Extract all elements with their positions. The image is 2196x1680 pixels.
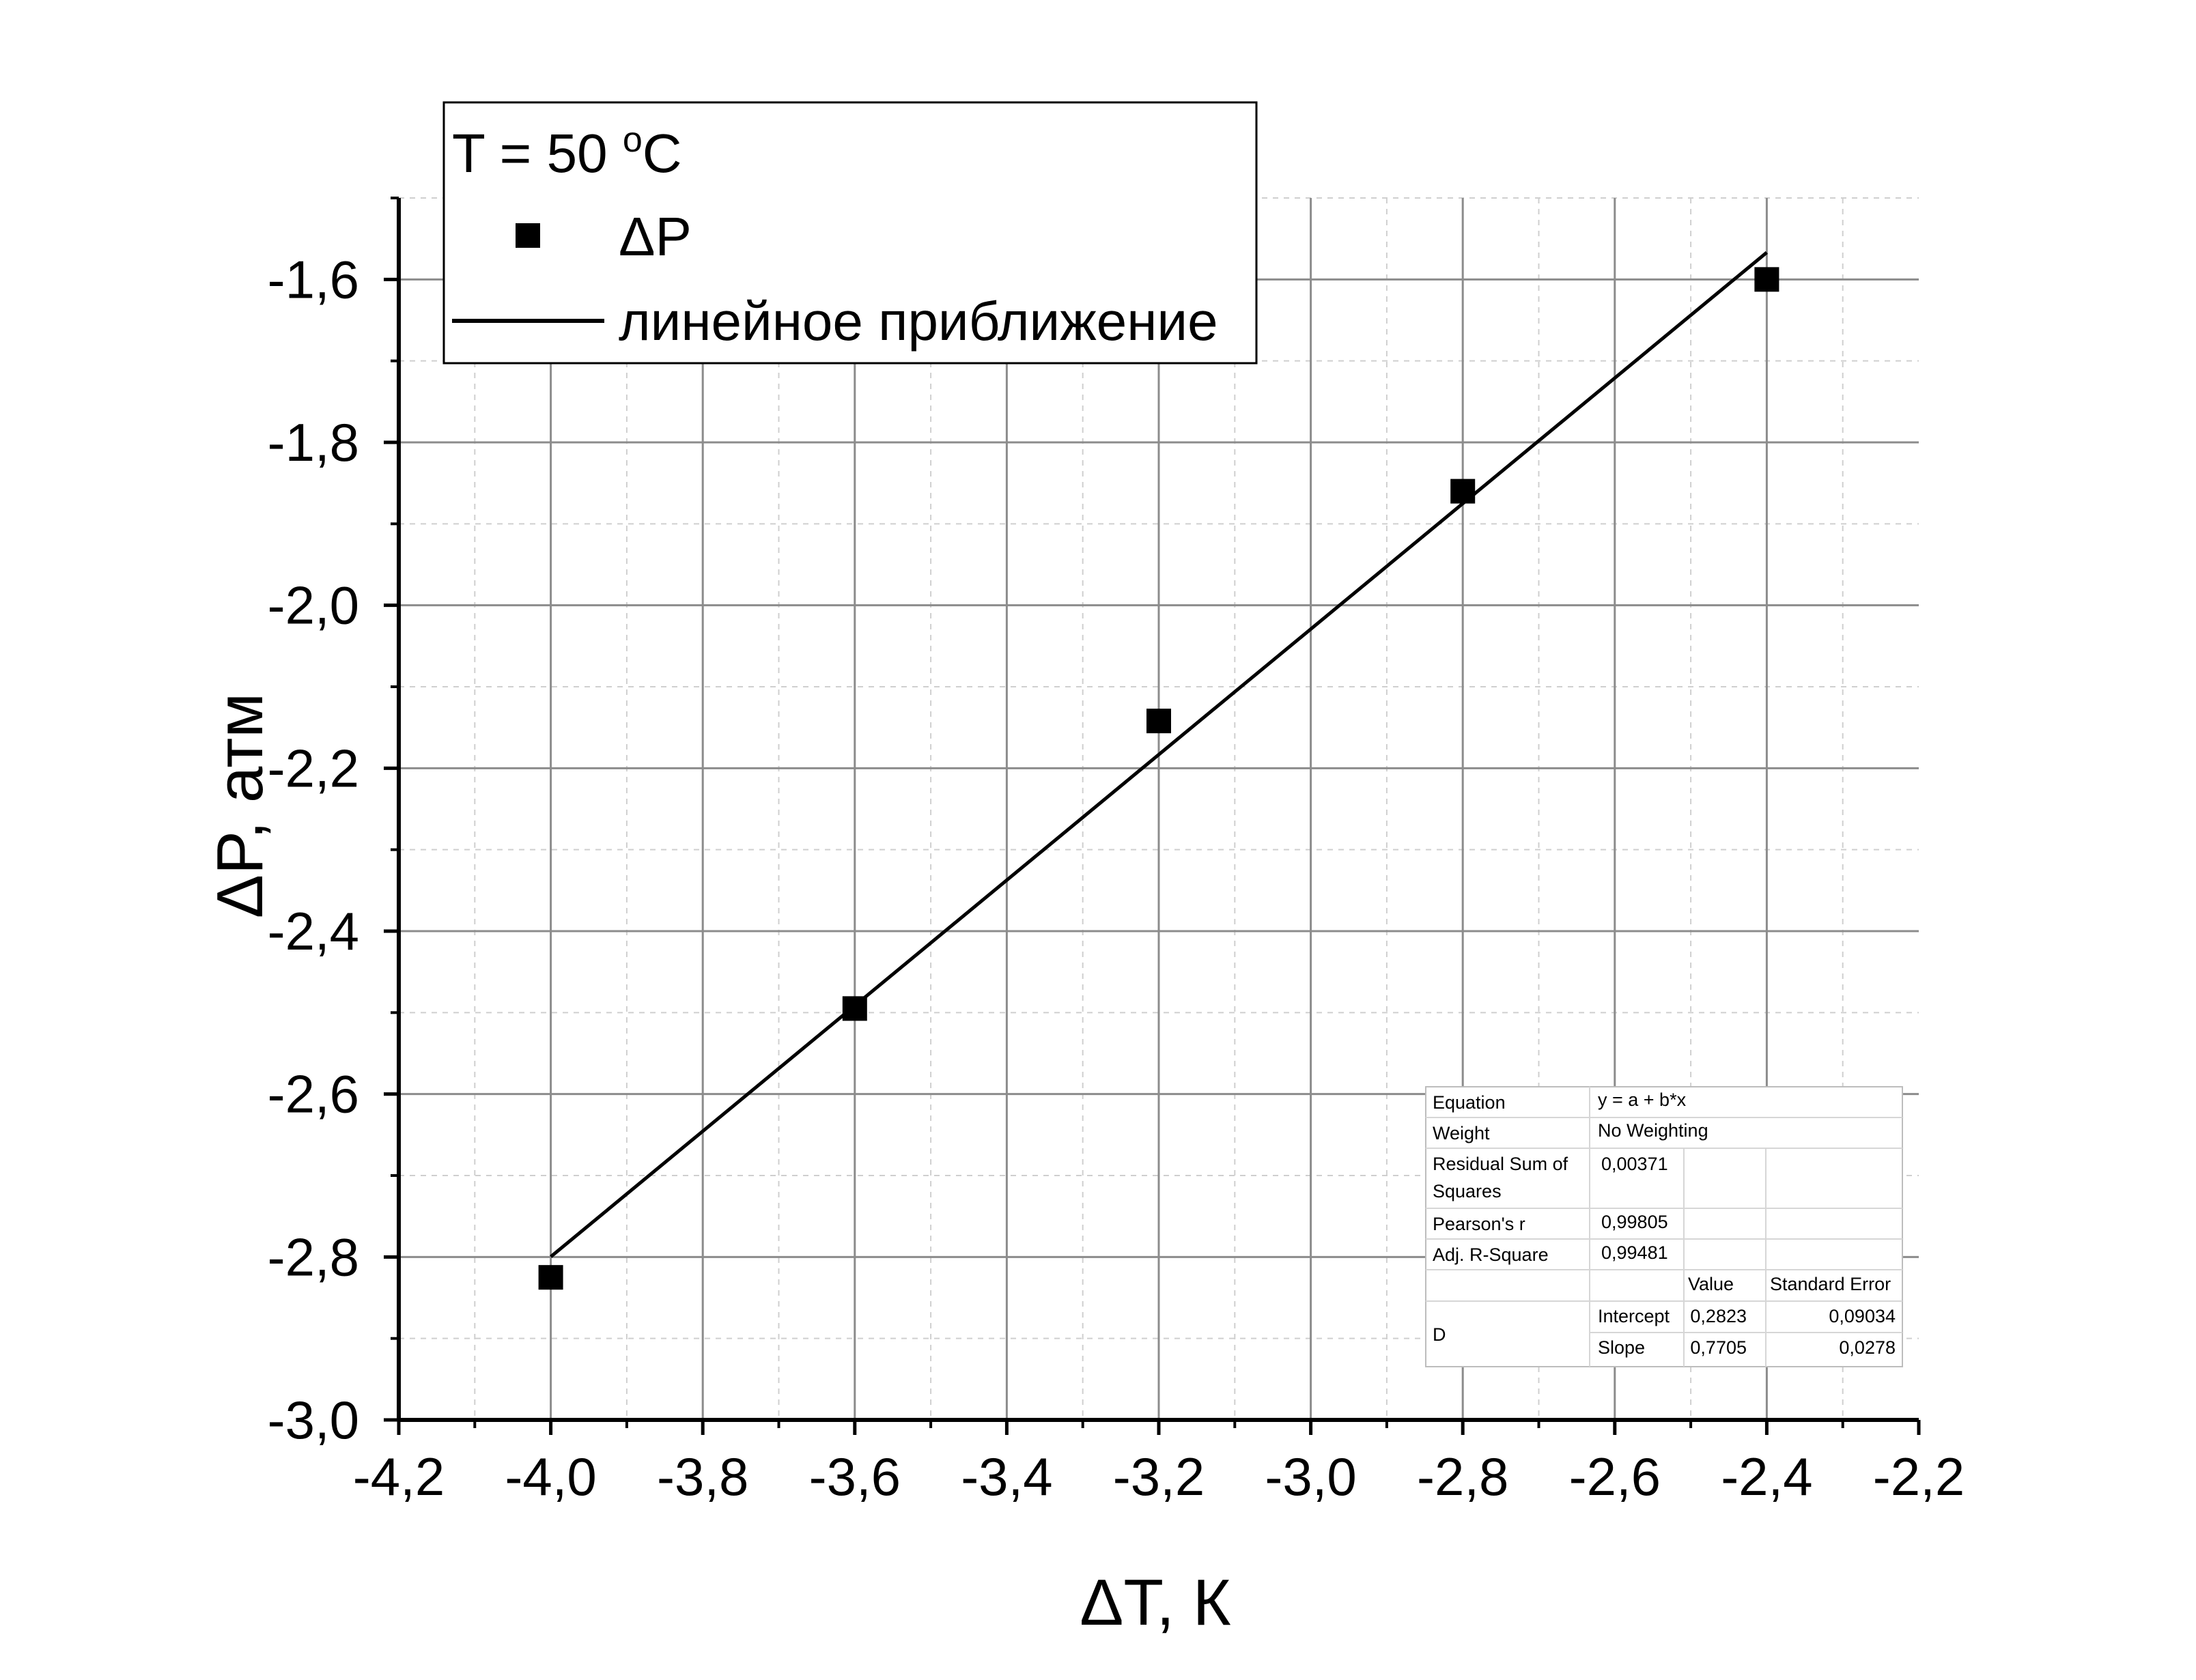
legend-title: T = 50 oC — [452, 120, 682, 184]
stats-value-pearson: 0,99805 — [1601, 1212, 1668, 1232]
legend-label-scatter: ΔP — [619, 206, 692, 267]
stats-slope-error: 0,0278 — [1839, 1337, 1896, 1358]
y-tick-label: -1,8 — [268, 412, 359, 472]
data-point — [842, 996, 867, 1021]
legend-marker-square — [516, 223, 540, 248]
stats-table-frame — [1425, 1086, 1903, 1367]
stats-intercept-value: 0,2823 — [1690, 1306, 1747, 1326]
stats-label-weight: Weight — [1433, 1123, 1490, 1143]
x-tick-label: -3,8 — [657, 1447, 748, 1507]
y-axis-title: ΔP, атм — [203, 693, 277, 918]
x-tick-label: -3,6 — [809, 1447, 901, 1507]
data-point — [538, 1265, 563, 1290]
stats-param-intercept: Intercept — [1598, 1306, 1670, 1326]
stats-value-rss: 0,00371 — [1601, 1154, 1668, 1174]
stats-label-adjr2: Adj. R-Square — [1433, 1244, 1549, 1265]
stats-label-pearson: Pearson's r — [1433, 1214, 1525, 1234]
x-tick-label: -3,2 — [1113, 1447, 1205, 1507]
data-point — [1450, 479, 1476, 504]
stats-value-equation: y = a + b*x — [1598, 1090, 1687, 1110]
legend-title-degree: o — [623, 120, 643, 160]
stats-header-value: Value — [1688, 1274, 1734, 1294]
y-tick-label: -2,0 — [268, 575, 359, 636]
x-tick-label: -2,4 — [1721, 1447, 1812, 1507]
stats-header-error: Standard Error — [1770, 1274, 1891, 1294]
stats-slope-value: 0,7705 — [1690, 1337, 1747, 1358]
stats-intercept-error: 0,09034 — [1829, 1306, 1896, 1326]
stats-table: Equation y = a + b*x Weight No Weighting… — [1425, 1086, 1903, 1367]
y-tick-label: -1,6 — [268, 249, 359, 309]
y-tick-label: -2,8 — [268, 1227, 359, 1287]
tick-labels: -4,2 -4,0 -3,8 -3,6 -3,4 -3,2 -3,0 -2,8 -2,6 -2,4… — [268, 249, 1965, 1507]
stats-label-rss: Residual Sum of — [1433, 1154, 1568, 1174]
fit-line — [550, 251, 1768, 1258]
stats-label-rss-line2: Squares — [1433, 1181, 1502, 1201]
legend: T = 50 oC ΔP линейное приближение — [442, 101, 1258, 365]
stats-label-equation: Equation — [1433, 1092, 1506, 1113]
x-tick-label: -2,6 — [1569, 1447, 1661, 1507]
y-tick-label: -2,6 — [268, 1064, 359, 1124]
legend-label-fit: линейное приближение — [619, 291, 1218, 352]
fit-line-series — [550, 251, 1768, 1258]
y-tick-label: -3,0 — [268, 1390, 359, 1450]
stats-value-adjr2: 0,99481 — [1601, 1242, 1668, 1263]
x-tick-label: -2,8 — [1417, 1447, 1508, 1507]
stats-group-label: D — [1433, 1324, 1446, 1345]
stats-value-weight: No Weighting — [1598, 1120, 1708, 1141]
y-tick-label: -2,4 — [268, 901, 359, 961]
legend-title-suffix: C — [643, 123, 682, 184]
scatter-series — [538, 267, 1779, 1290]
y-tick-label: -2,2 — [268, 738, 359, 798]
data-point — [1146, 709, 1171, 734]
legend-title-prefix: T = 50 — [452, 123, 623, 184]
ticks — [384, 197, 1921, 1435]
x-tick-label: -4,2 — [353, 1447, 445, 1507]
x-tick-label: -4,0 — [505, 1447, 596, 1507]
x-tick-label: -3,0 — [1265, 1447, 1356, 1507]
x-tick-label: -2,2 — [1873, 1447, 1965, 1507]
x-tick-label: -3,4 — [961, 1447, 1052, 1507]
x-axis-title: ΔT, К — [1080, 1566, 1230, 1639]
data-point — [1754, 267, 1779, 292]
stats-param-slope: Slope — [1598, 1337, 1645, 1358]
